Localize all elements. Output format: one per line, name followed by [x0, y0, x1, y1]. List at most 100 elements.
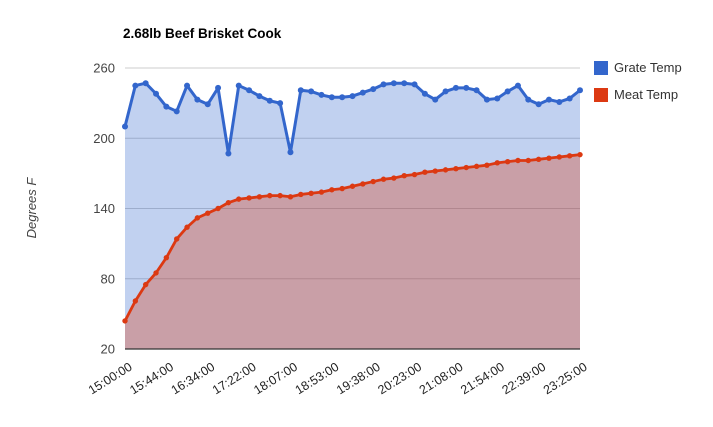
grate-temp-point[interactable] [535, 101, 542, 108]
meat-temp-point[interactable] [329, 187, 335, 193]
grate-temp-point[interactable] [184, 82, 191, 89]
meat-temp-point[interactable] [484, 162, 490, 168]
meat-temp-point[interactable] [380, 176, 387, 182]
meat-temp-point[interactable] [132, 298, 139, 304]
meat-temp-point[interactable] [494, 160, 500, 166]
meat-temp-point[interactable] [184, 224, 190, 230]
grate-temp-point[interactable] [421, 90, 428, 97]
grate-temp-point[interactable] [173, 108, 180, 115]
meat-temp-point[interactable] [142, 281, 149, 288]
grate-temp-point[interactable] [380, 81, 387, 88]
grate-temp-point[interactable] [153, 90, 160, 97]
meat-temp-point[interactable] [442, 167, 449, 173]
meat-temp-point[interactable] [411, 171, 418, 178]
meat-temp-point[interactable] [370, 178, 376, 185]
meat-temp-point[interactable] [360, 181, 366, 187]
grate-temp-point[interactable] [287, 149, 294, 156]
grate-temp-point[interactable] [442, 88, 449, 95]
series-areas [125, 83, 580, 350]
y-tick-label: 80 [101, 271, 115, 286]
grate-temp-point[interactable] [370, 86, 377, 93]
grate-temp-point[interactable] [277, 100, 284, 107]
grate-temp-point[interactable] [122, 123, 128, 130]
grate-temp-point[interactable] [142, 80, 149, 87]
meat-temp-point[interactable] [577, 151, 583, 158]
grate-temp-point[interactable] [545, 96, 552, 103]
meat-temp-point[interactable] [194, 215, 201, 221]
grate-temp-legend-swatch [594, 61, 608, 75]
grate-temp-point[interactable] [225, 150, 232, 157]
meat-temp-point[interactable] [287, 194, 294, 200]
meat-temp-point[interactable] [401, 173, 407, 179]
meat-temp-point[interactable] [308, 190, 314, 196]
grate-temp-point[interactable] [204, 101, 211, 108]
grate-temp-point[interactable] [504, 88, 511, 95]
grate-temp-point[interactable] [359, 89, 366, 96]
meat-temp-point[interactable] [246, 195, 252, 201]
grate-temp-point[interactable] [494, 95, 501, 102]
grate-temp-point[interactable] [339, 94, 346, 101]
grate-temp-point[interactable] [349, 93, 356, 100]
grate-temp-point[interactable] [256, 93, 263, 100]
grate-temp-point[interactable] [473, 87, 480, 94]
meat-temp-point[interactable] [566, 153, 573, 159]
meat-temp-point[interactable] [163, 254, 170, 261]
meat-temp-point[interactable] [525, 157, 531, 164]
legend-item-meat-temp: Meat Temp [594, 88, 682, 102]
meat-temp-point[interactable] [225, 199, 232, 206]
chart-title: 2.68lb Beef Brisket Cook [123, 26, 282, 41]
meat-temp-point[interactable] [349, 183, 356, 189]
meat-temp-point[interactable] [298, 191, 304, 198]
meat-temp-point[interactable] [463, 164, 469, 171]
grate-temp-point[interactable] [163, 103, 170, 110]
grate-temp-point[interactable] [432, 96, 439, 103]
grate-temp-point[interactable] [194, 96, 201, 103]
grate-temp-point[interactable] [514, 82, 521, 89]
meat-temp-point[interactable] [267, 192, 273, 199]
meat-temp-point[interactable] [277, 192, 283, 199]
meat-temp-point[interactable] [535, 156, 542, 163]
grate-temp-point[interactable] [318, 91, 325, 98]
grate-temp-point[interactable] [215, 84, 222, 91]
grate-temp-point[interactable] [308, 88, 315, 95]
meat-temp-point[interactable] [473, 163, 480, 170]
grate-temp-point[interactable] [525, 96, 532, 103]
meat-temp-point[interactable] [122, 318, 128, 324]
y-tick-label: 140 [93, 201, 115, 216]
grate-temp-point[interactable] [577, 87, 583, 94]
meat-temp-point[interactable] [515, 157, 521, 164]
meat-temp-point[interactable] [236, 196, 242, 202]
grate-temp-point[interactable] [235, 82, 242, 89]
meat-temp-point[interactable] [153, 270, 159, 276]
grate-temp-point[interactable] [390, 80, 397, 87]
grate-temp-point[interactable] [297, 87, 304, 94]
grate-temp-point[interactable] [266, 97, 273, 104]
grate-temp-point[interactable] [246, 87, 253, 94]
meat-temp-point[interactable] [391, 175, 397, 181]
meat-temp-point[interactable] [215, 205, 221, 212]
grate-temp-point[interactable] [452, 84, 459, 91]
meat-temp-point[interactable] [546, 155, 552, 161]
meat-temp-point[interactable] [318, 189, 325, 195]
meat-temp-point[interactable] [174, 236, 180, 242]
meat-temp-point[interactable] [205, 210, 211, 216]
grate-temp-point[interactable] [411, 81, 418, 88]
x-tick-label: 15:00:00 [86, 360, 135, 398]
grate-temp-point[interactable] [401, 80, 408, 87]
grate-temp-point[interactable] [328, 94, 335, 101]
meat-temp-point[interactable] [504, 158, 511, 165]
meat-temp-point[interactable] [339, 185, 345, 192]
grate-temp-point[interactable] [566, 95, 573, 102]
grate-temp-point[interactable] [463, 84, 470, 91]
meat-temp-point[interactable] [453, 165, 459, 172]
grate-temp-point[interactable] [556, 98, 563, 105]
meat-temp-point[interactable] [432, 168, 438, 174]
x-tick-label: 15:44:00 [127, 360, 176, 398]
grate-temp-legend-label: Grate Temp [614, 60, 682, 75]
meat-temp-point[interactable] [556, 154, 563, 160]
grate-temp-point[interactable] [483, 96, 490, 103]
meat-temp-point[interactable] [422, 169, 428, 175]
grate-temp-point[interactable] [132, 82, 139, 89]
meat-temp-point[interactable] [256, 194, 263, 200]
